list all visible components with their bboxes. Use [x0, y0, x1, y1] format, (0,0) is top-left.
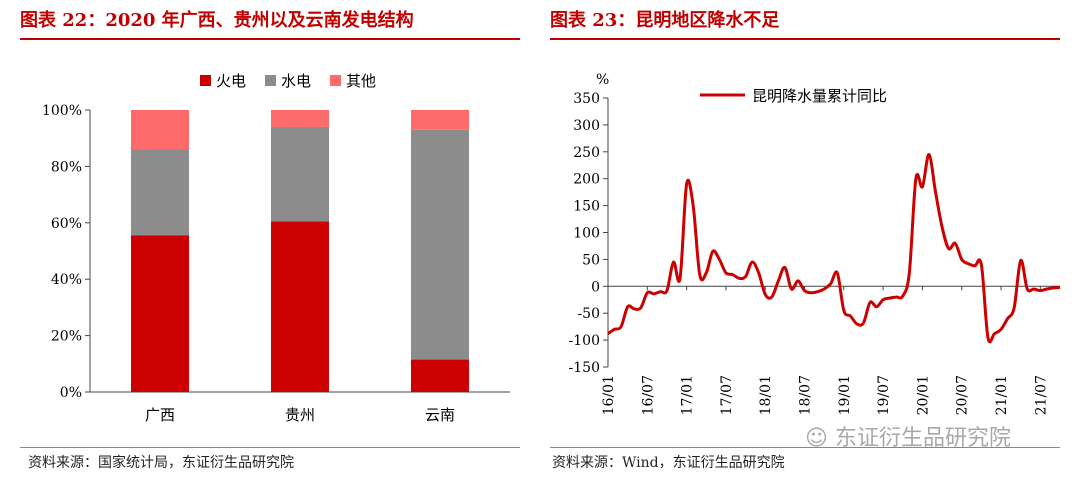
right-line-chart: % 昆明降水量累计同比 350 300 250 200 150 100 50 0 -50 -100 -1… — [569, 72, 1061, 415]
x-tick-label: 17/01 — [680, 375, 696, 415]
bar-segment-2-1 — [131, 149, 189, 236]
x-tick-label: 云南 — [425, 406, 455, 424]
bar-segment-3-3 — [411, 110, 469, 130]
x-tick-label: 16/07 — [640, 375, 656, 415]
y-tick-label: -150 — [569, 360, 600, 376]
right-chart-title: 图表 23：昆明地区降水不足 — [550, 10, 780, 31]
x-tick-label: 21/07 — [1033, 375, 1049, 415]
left-chart-title: 图表 22：2020 年广西、贵州以及云南发电结构 — [20, 10, 414, 31]
wechat-icon: ☺ — [805, 426, 828, 451]
y-tick-label: -100 — [569, 333, 600, 349]
x-tick-label: 16/01 — [601, 375, 617, 415]
y-tick-label: 200 — [573, 172, 600, 188]
y-tick-label: 100 — [573, 226, 600, 242]
legend-label-3: 其他 — [346, 72, 376, 90]
bar-segment-1-3 — [411, 359, 469, 392]
legend-label-1: 火电 — [216, 72, 246, 90]
x-tick-label: 21/01 — [994, 375, 1010, 415]
left-stacked-bar-chart: 火电 水电 其他 0% 20% 40% 60% 80% 100% 广西 贵州 云南 — [42, 72, 510, 424]
bar-segment-2-3 — [411, 129, 469, 360]
y-tick-label: 150 — [573, 199, 600, 215]
x-tick-label: 20/07 — [955, 375, 971, 415]
y-tick-label: 250 — [573, 145, 600, 161]
legend-swatch-3 — [330, 75, 341, 86]
y-tick-label: 50 — [582, 252, 600, 268]
x-tick-label: 17/07 — [719, 375, 735, 415]
watermark-text: ☺ 东证衍生品研究院 — [805, 420, 1011, 452]
bar-segment-1-2 — [271, 221, 329, 392]
y-tick-label: 100% — [42, 103, 82, 119]
x-tick-label: 20/01 — [915, 375, 931, 415]
watermark-label: 东证衍生品研究院 — [834, 426, 1011, 451]
y-unit-label: % — [596, 72, 609, 88]
x-tick-label: 贵州 — [285, 406, 315, 424]
y-tick-label: 300 — [573, 118, 600, 134]
x-tick-label: 19/01 — [837, 375, 853, 415]
y-tick-label: 20% — [51, 329, 82, 345]
y-tick-label: 60% — [51, 216, 82, 232]
legend-swatch-1 — [200, 75, 211, 86]
bar-segment-2-2 — [271, 126, 329, 222]
x-tick-label: 18/07 — [798, 375, 814, 415]
x-tick-label: 广西 — [145, 406, 175, 424]
y-tick-label: 0 — [591, 279, 600, 295]
y-tick-label: 80% — [51, 159, 82, 175]
left-source-rule — [20, 447, 520, 448]
legend-label-2: 水电 — [281, 72, 311, 90]
legend-label: 昆明降水量累计同比 — [752, 87, 887, 105]
right-source-note: 资料来源：Wind，东证衍生品研究院 — [552, 455, 785, 471]
x-tick-label: 19/07 — [876, 375, 892, 415]
legend-swatch-2 — [265, 75, 276, 86]
y-tick-label: -50 — [577, 306, 600, 322]
series-line — [607, 152, 1061, 344]
left-title-rule — [20, 38, 520, 40]
x-tick-label: 18/01 — [758, 375, 774, 415]
bar-segment-3-2 — [271, 110, 329, 127]
y-tick-label: 350 — [573, 91, 600, 107]
bar-segment-3-1 — [131, 110, 189, 150]
legend: 火电 水电 其他 — [200, 72, 376, 90]
y-tick-label: 40% — [51, 272, 82, 288]
right-title-rule — [550, 38, 1060, 40]
left-source-note: 资料来源：国家统计局，东证衍生品研究院 — [28, 455, 294, 471]
right-source-rule — [550, 447, 1060, 448]
y-tick-label: 0% — [60, 385, 82, 401]
bar-segment-1-1 — [131, 235, 189, 392]
